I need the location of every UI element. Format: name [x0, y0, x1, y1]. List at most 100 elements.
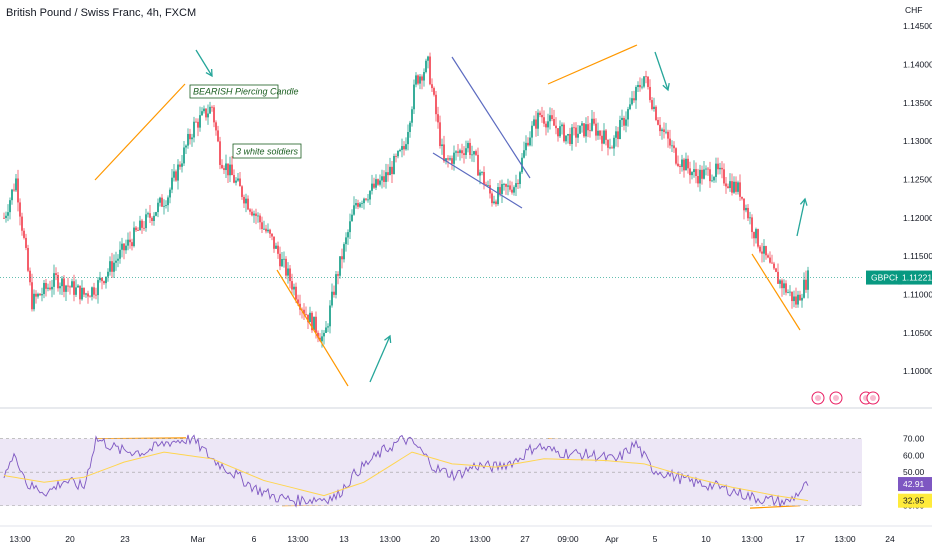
candle-body: [157, 202, 159, 213]
rsi-divergence-line: [749, 505, 801, 509]
candle-body: [175, 171, 177, 181]
candle-body: [723, 169, 725, 184]
candle-body: [755, 229, 757, 239]
candle-body: [25, 237, 27, 248]
candle-body: [117, 258, 119, 261]
candle-body: [417, 75, 419, 84]
candle-body: [585, 124, 587, 137]
candle-body: [557, 128, 559, 137]
candle-body: [365, 198, 367, 200]
candle-body: [649, 86, 651, 101]
candle-body: [659, 124, 661, 132]
candle-body: [61, 278, 63, 287]
candle-body: [701, 169, 703, 179]
candle-body: [771, 262, 773, 264]
candle-body: [541, 115, 543, 118]
chart-title: British Pound / Swiss Franc, 4h, FXCM: [6, 7, 196, 19]
rsi-ma-badge: [898, 493, 932, 508]
candle-body: [663, 129, 665, 132]
candle-body: [593, 118, 595, 124]
candle-body: [749, 217, 751, 219]
candle-body: [711, 180, 713, 182]
candle-body: [205, 108, 207, 118]
time-tick-label: 13:00: [741, 534, 763, 544]
candle-body: [807, 270, 809, 290]
economic-event-icon-dot: [815, 395, 821, 401]
candle-body: [181, 163, 183, 167]
time-tick-label: 13:00: [287, 534, 309, 544]
candle-body: [427, 56, 429, 61]
candle-body: [7, 212, 9, 216]
candle-body: [523, 150, 525, 158]
candle-body: [613, 137, 615, 149]
candle-body: [635, 87, 637, 101]
candle-body: [209, 106, 211, 114]
candle-body: [219, 141, 221, 165]
up-arrow-head: [384, 334, 392, 344]
candle-body: [439, 122, 441, 147]
time-tick-label: 17: [795, 534, 805, 544]
candle-body: [79, 285, 81, 300]
candle-body: [109, 261, 111, 272]
candle-body: [793, 296, 795, 302]
candle-body: [489, 185, 491, 194]
candle-body: [355, 203, 357, 206]
candle-body: [737, 182, 739, 192]
candle-body: [639, 84, 641, 88]
price-tick-label: 1.11000: [903, 290, 932, 300]
candle-body: [275, 245, 277, 249]
candle-body: [67, 285, 69, 287]
rsi-pane[interactable]: [0, 434, 862, 508]
candle-body: [729, 181, 731, 188]
trendline: [547, 44, 638, 85]
candle-body: [119, 249, 121, 259]
economic-event-icon-dot: [870, 395, 876, 401]
candle-body: [501, 184, 503, 194]
candle-body: [381, 176, 383, 181]
candle-body: [217, 130, 219, 142]
candle-body: [141, 220, 143, 228]
candle-body: [363, 198, 365, 204]
candle-body: [631, 98, 633, 105]
candle-body: [403, 146, 405, 150]
candle-body: [155, 212, 157, 216]
annotation-label: BEARISH Piercing Candle: [193, 87, 299, 97]
candle-body: [647, 76, 649, 87]
candle-body: [189, 133, 191, 140]
candle-body: [269, 229, 271, 234]
candle-body: [485, 184, 487, 186]
candle-body: [717, 163, 719, 170]
candle-body: [137, 230, 139, 231]
candle-body: [369, 190, 371, 200]
candle-body: [599, 130, 601, 136]
candle-body: [91, 287, 93, 297]
price-tick-label: 1.12000: [903, 213, 932, 223]
price-tick-label: 1.10000: [903, 366, 932, 376]
drawings[interactable]: BEARISH Piercing Candle 3 white soldiers: [94, 44, 808, 509]
candle-body: [367, 199, 369, 201]
candle-body: [503, 183, 505, 185]
candle-body: [151, 217, 153, 221]
rsi-tick-label: 70.00: [903, 434, 925, 444]
candle-body: [229, 164, 231, 176]
candle-body: [113, 262, 115, 272]
candle-body: [49, 287, 51, 290]
candle-body: [415, 75, 417, 85]
time-tick-label: 6: [252, 534, 257, 544]
candle-body: [463, 153, 465, 155]
candle-body: [351, 214, 353, 222]
candle-body: [533, 119, 535, 126]
candle-body: [785, 283, 787, 293]
candle-body: [325, 327, 327, 333]
candle-body: [681, 159, 683, 167]
candles[interactable]: [3, 52, 809, 348]
candle-body: [677, 163, 679, 166]
candle-body: [255, 213, 257, 216]
candle-body: [565, 135, 567, 142]
candle-body: [3, 217, 5, 219]
ticker-badge: [866, 270, 902, 285]
economic-events[interactable]: [811, 391, 880, 405]
candle-body: [379, 180, 381, 185]
